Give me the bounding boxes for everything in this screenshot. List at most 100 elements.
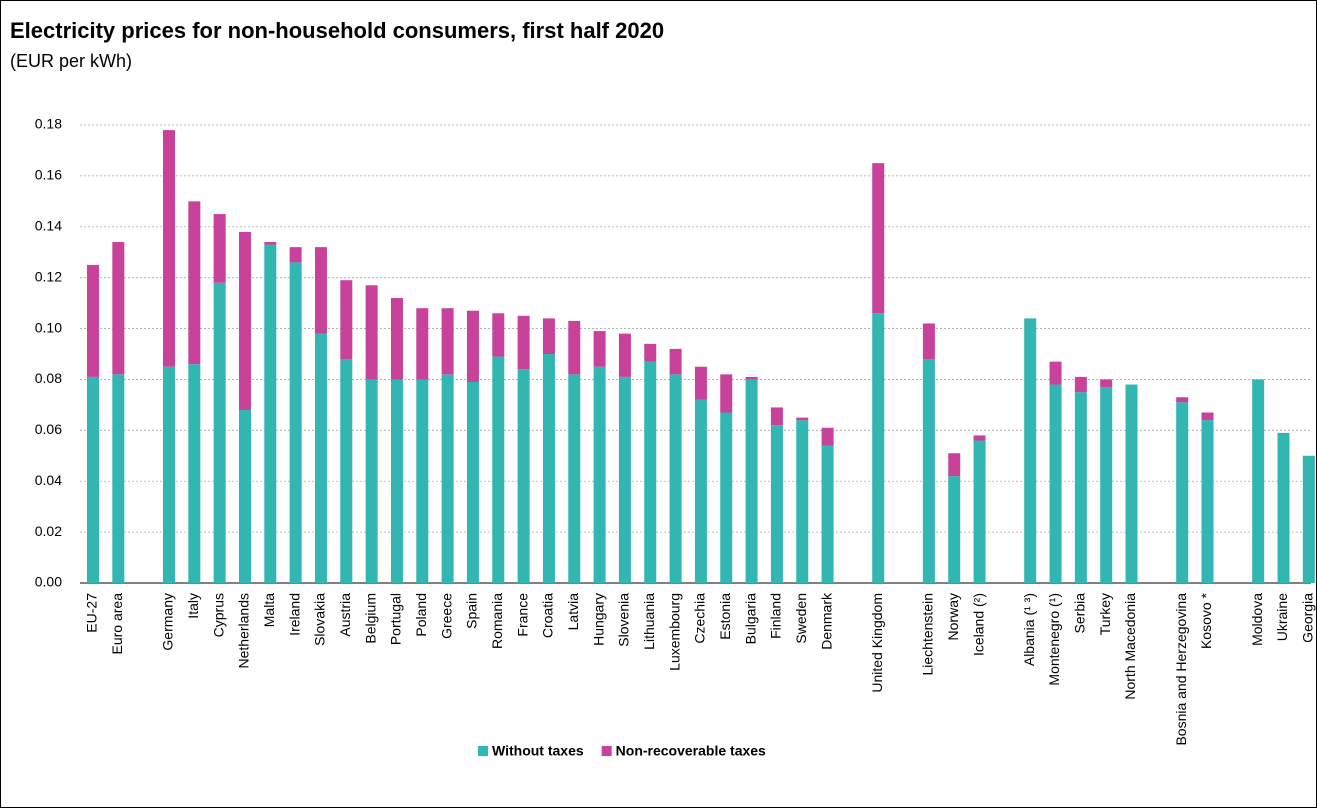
bar-segment: [973, 440, 986, 583]
bar-segment: [593, 331, 606, 367]
bar-segment: [213, 214, 226, 283]
x-tick-label: Moldova: [1249, 593, 1265, 646]
bar-segment: [390, 379, 403, 583]
x-tick-label: Latvia: [565, 593, 581, 631]
bar-segment: [745, 376, 758, 380]
x-tick-label: Austria: [337, 593, 353, 637]
bar-segment: [593, 366, 606, 583]
bar-segment: [1176, 402, 1189, 583]
x-tick-label: Kosovo *: [1198, 592, 1214, 649]
x-tick-label: Netherlands: [236, 593, 252, 669]
bar-segment: [542, 318, 555, 354]
bar-segment: [213, 282, 226, 583]
bar-segment: [770, 407, 783, 426]
bar-segment: [162, 130, 175, 367]
x-tick-label: Albania (¹ ³): [1021, 593, 1037, 666]
x-tick-label: Slovenia: [616, 593, 632, 647]
bar-segment: [1201, 420, 1214, 583]
bar-segment: [796, 417, 809, 421]
bar-segment: [821, 445, 834, 583]
y-tick-label: 0.06: [35, 421, 62, 437]
bar-segment: [188, 201, 201, 365]
bar-segment: [694, 399, 707, 583]
bar-segment: [568, 320, 581, 375]
bar-segment: [112, 242, 125, 375]
x-tick-label: Sweden: [793, 593, 809, 644]
bar-segment: [872, 313, 885, 583]
bar-segment: [872, 163, 885, 314]
x-tick-label: Montenegro (¹): [1046, 593, 1062, 686]
bar-segment: [948, 476, 961, 583]
y-tick-label: 0.08: [35, 370, 62, 386]
bar-segment: [441, 374, 454, 583]
x-tick-label: Slovakia: [312, 593, 328, 646]
bar-segment: [1176, 397, 1189, 403]
bar-segment: [238, 231, 251, 410]
x-tick-label: Ireland: [286, 593, 302, 636]
x-tick-label: EU-27: [84, 593, 100, 633]
x-tick-label: Malta: [261, 593, 277, 627]
x-tick-label: Belgium: [362, 593, 378, 644]
y-tick-label: 0.14: [35, 217, 62, 233]
x-tick-label: Finland: [768, 593, 784, 639]
bar-segment: [238, 409, 251, 583]
bar-segment: [314, 333, 327, 583]
bar-segment: [542, 354, 555, 583]
bar-segment: [264, 242, 277, 245]
bar-segment: [618, 333, 631, 377]
x-tick-label: Romania: [489, 593, 505, 649]
y-tick-label: 0.16: [35, 167, 62, 183]
y-tick-label: 0.04: [35, 472, 62, 488]
x-tick-label: Greece: [438, 593, 454, 639]
legend-label: Non-recoverable taxes: [616, 743, 766, 759]
x-tick-label: Georgia: [1300, 593, 1316, 643]
bar-segment: [745, 379, 758, 583]
bar-segment: [644, 361, 657, 583]
bar-segment: [1252, 379, 1265, 583]
bar-segment: [821, 427, 834, 446]
bar-segment: [1201, 412, 1214, 421]
x-tick-label: Denmark: [818, 592, 834, 650]
x-tick-label: Euro area: [109, 593, 125, 655]
x-tick-label: Germany: [160, 593, 176, 651]
x-tick-label: Estonia: [717, 593, 733, 640]
bar-segment: [568, 374, 581, 583]
bar-segment: [644, 343, 657, 362]
bar-segment: [922, 323, 935, 360]
bar-segment: [289, 262, 302, 583]
bar-segment: [112, 374, 125, 583]
bar-segment: [770, 425, 783, 583]
chart-subtitle: (EUR per kWh): [10, 51, 132, 71]
bar-segment: [618, 376, 631, 583]
y-tick-label: 0.00: [35, 574, 62, 590]
x-tick-label: Hungary: [590, 593, 606, 646]
bar-segment: [492, 356, 505, 583]
x-tick-label: Cyprus: [210, 593, 226, 637]
bar-segment: [796, 420, 809, 583]
y-tick-label: 0.18: [35, 116, 62, 132]
bar-segment: [441, 308, 454, 375]
bar-segment: [416, 308, 429, 380]
x-tick-label: Iceland (²): [970, 593, 986, 656]
x-tick-label: Czechia: [692, 593, 708, 644]
bar-segment: [669, 348, 682, 375]
x-tick-label: Norway: [945, 593, 961, 640]
bar-segment: [492, 313, 505, 357]
bar-segment: [314, 247, 327, 334]
x-tick-label: Luxembourg: [666, 593, 682, 671]
bar-segment: [948, 453, 961, 477]
x-tick-label: Portugal: [388, 593, 404, 645]
y-tick-label: 0.02: [35, 523, 62, 539]
bar-segment: [720, 374, 733, 413]
bar-segment: [1024, 318, 1037, 583]
bar-segment: [1277, 432, 1290, 583]
bar-segment: [188, 364, 201, 583]
x-tick-label: Serbia: [1072, 593, 1088, 634]
bar-segment: [365, 285, 378, 380]
bar-segment: [517, 369, 530, 583]
x-tick-label: Ukraine: [1274, 593, 1290, 641]
bar-segment: [264, 244, 277, 584]
bar-segment: [1302, 455, 1315, 583]
x-tick-label: North Macedonia: [1122, 593, 1138, 700]
x-tick-label: United Kingdom: [869, 593, 885, 693]
